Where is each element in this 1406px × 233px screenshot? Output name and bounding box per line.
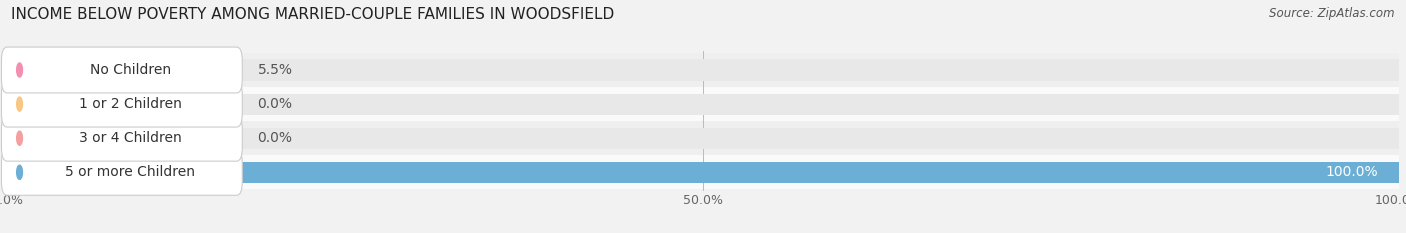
Text: Source: ZipAtlas.com: Source: ZipAtlas.com	[1270, 7, 1395, 20]
Circle shape	[17, 63, 22, 77]
Bar	[7, 59, 1399, 81]
Text: 5 or more Children: 5 or more Children	[65, 165, 195, 179]
Text: 5.5%: 5.5%	[257, 63, 292, 77]
Bar	[7, 162, 1399, 183]
Bar	[7, 121, 1399, 155]
FancyBboxPatch shape	[1, 149, 242, 195]
Text: INCOME BELOW POVERTY AMONG MARRIED-COUPLE FAMILIES IN WOODSFIELD: INCOME BELOW POVERTY AMONG MARRIED-COUPL…	[11, 7, 614, 22]
Text: No Children: No Children	[90, 63, 170, 77]
Bar	[7, 128, 1399, 149]
Text: 3 or 4 Children: 3 or 4 Children	[79, 131, 181, 145]
Circle shape	[17, 97, 22, 111]
FancyBboxPatch shape	[1, 115, 242, 161]
Circle shape	[17, 131, 22, 145]
FancyBboxPatch shape	[1, 47, 242, 93]
Bar	[7, 93, 1399, 115]
Bar	[7, 87, 1399, 121]
Bar	[7, 53, 1399, 87]
Text: 1 or 2 Children: 1 or 2 Children	[79, 97, 181, 111]
Text: 100.0%: 100.0%	[1326, 165, 1378, 179]
FancyBboxPatch shape	[1, 81, 242, 127]
Text: 0.0%: 0.0%	[257, 97, 292, 111]
Bar	[7, 155, 1399, 189]
Bar	[7, 162, 1399, 183]
Bar	[7, 59, 83, 81]
Circle shape	[17, 165, 22, 179]
Text: 0.0%: 0.0%	[257, 131, 292, 145]
